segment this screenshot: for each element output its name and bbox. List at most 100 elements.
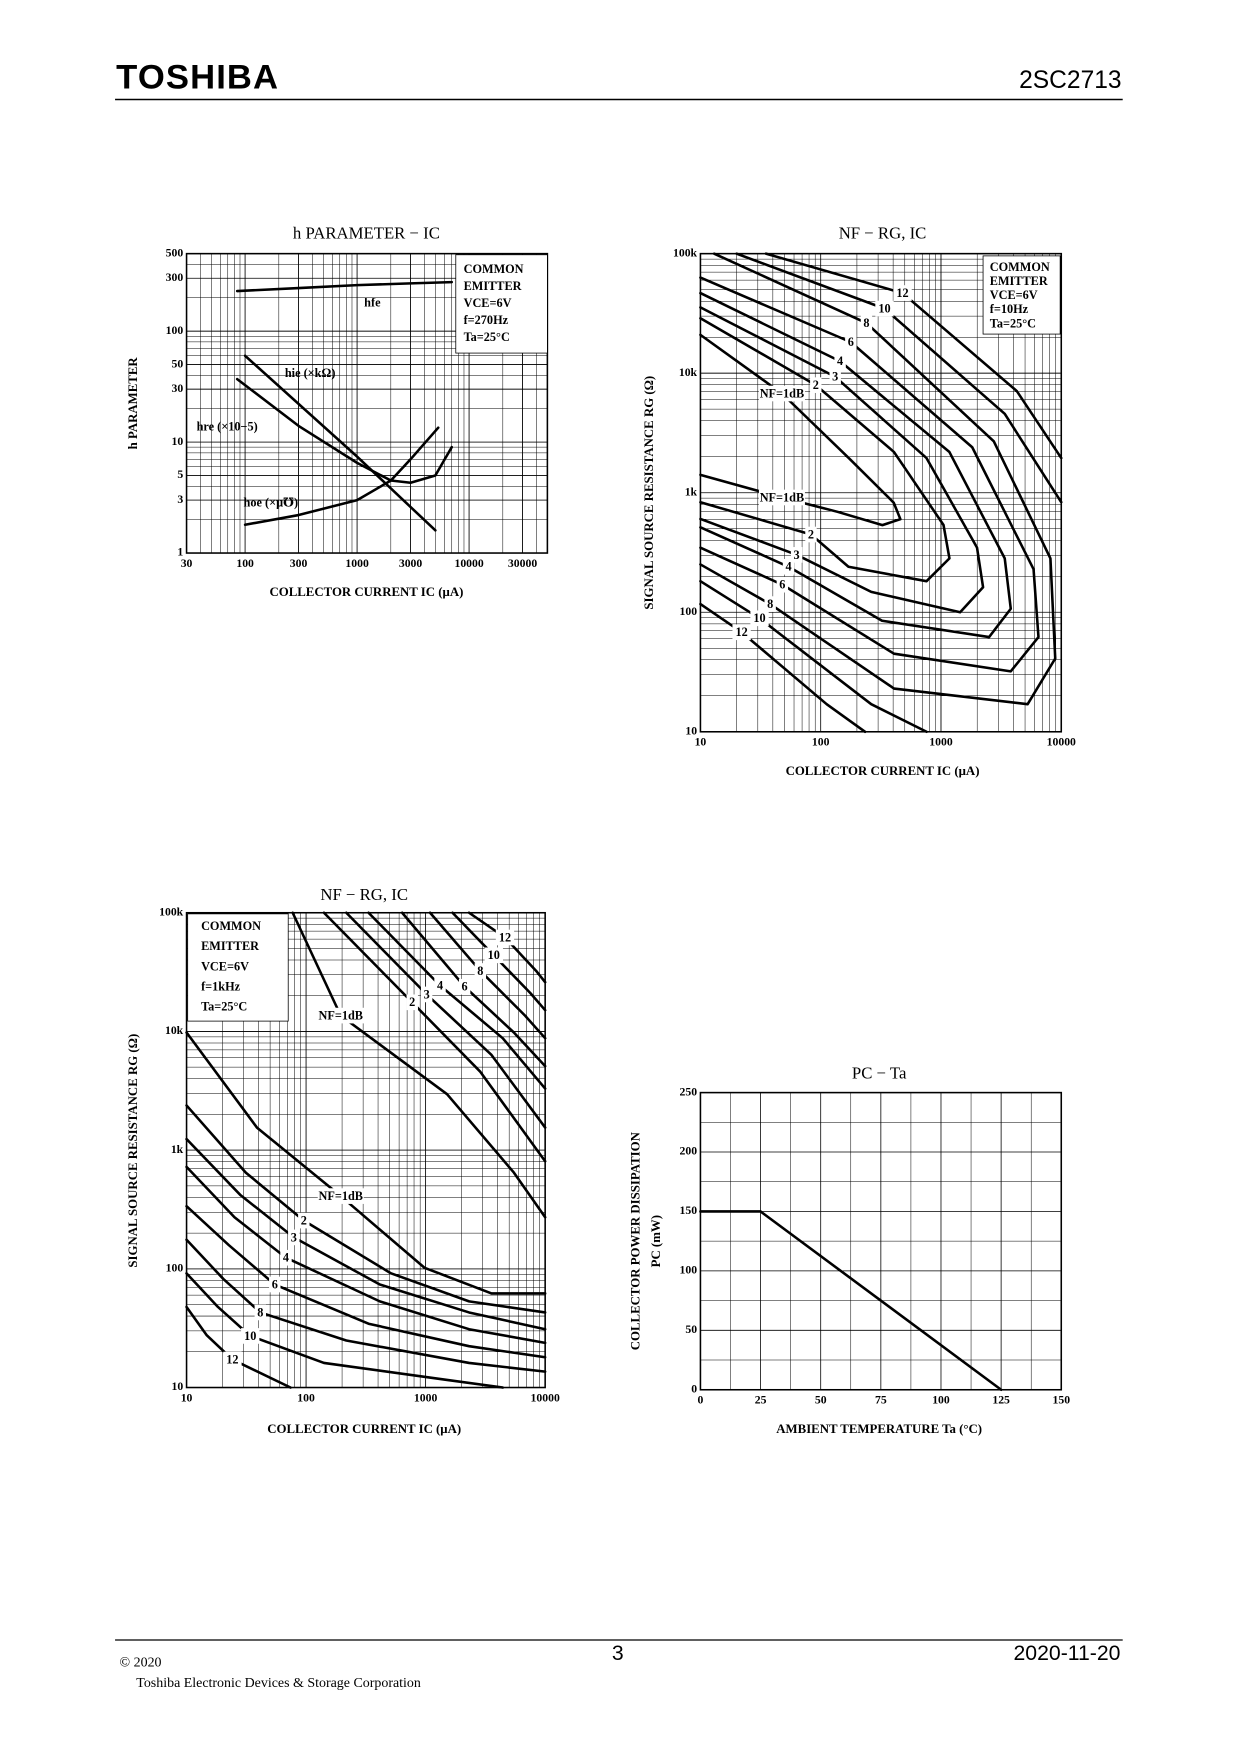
- chart-title: h PARAMETER − IC: [293, 224, 440, 243]
- y-tick-label: 10k: [679, 366, 698, 379]
- x-axis-label: AMBIENT TEMPERATURE Ta (°C): [776, 1422, 982, 1436]
- company-name: Toshiba Electronic Devices & Storage Cor…: [136, 1676, 421, 1691]
- conditions-box: [455, 254, 548, 354]
- x-tick-label: 10: [695, 736, 707, 749]
- x-tick-label: 30: [181, 557, 193, 570]
- curve: [699, 291, 1013, 639]
- y-tick-label: 200: [680, 1145, 698, 1158]
- curve: [243, 426, 440, 527]
- y-tick-label: 10: [171, 435, 183, 448]
- curve: [185, 911, 547, 1345]
- curve-label-background: [758, 385, 805, 402]
- condition-text: EMITTER: [201, 939, 259, 953]
- y-tick-label: 50: [171, 357, 183, 370]
- curve-label-background: [223, 1351, 242, 1368]
- x-tick-label: 150: [1052, 1394, 1070, 1407]
- curve-label: NF=1dB: [319, 1009, 363, 1023]
- y-tick-label: 1k: [171, 1143, 184, 1156]
- curve-label-background: [317, 1188, 364, 1204]
- condition-text: EMITTER: [464, 279, 522, 293]
- conditions-box: [187, 913, 289, 1022]
- y-axis-label: SIGNAL SOURCE RESISTANCE RG (Ω): [126, 1034, 140, 1268]
- curve-label-background: [758, 489, 805, 506]
- curve: [235, 280, 454, 293]
- curve: [243, 354, 437, 532]
- curve-label: 12: [499, 930, 511, 944]
- x-tick-label: 100: [236, 557, 254, 570]
- curve-label: 4: [785, 560, 791, 574]
- x-tick-label: 3000: [399, 557, 423, 570]
- curve-label: 6: [462, 980, 468, 994]
- curve-label-background: [732, 624, 751, 641]
- y-axis-label: PC (mW): [649, 1215, 663, 1267]
- curve-label-background: [406, 994, 418, 1011]
- curve-label: 4: [283, 1251, 289, 1265]
- curve: [185, 911, 547, 1359]
- x-tick-label: 75: [875, 1394, 887, 1407]
- curve-label: 10: [488, 948, 500, 962]
- curve-label: 8: [767, 597, 773, 611]
- curve-label: 12: [896, 286, 908, 300]
- curve-label-background: [269, 1276, 281, 1293]
- curve-label: 6: [848, 335, 854, 349]
- x-tick-label: 100: [932, 1394, 950, 1407]
- x-tick-label: 300: [290, 557, 308, 570]
- x-tick-label: 0: [698, 1394, 704, 1407]
- chart-title: NF − RG, IC: [839, 224, 927, 243]
- curve-label: 3: [794, 548, 800, 562]
- curve-label-background: [434, 977, 446, 994]
- plot-frame: [185, 252, 549, 554]
- curve: [699, 316, 951, 583]
- curve: [699, 276, 1040, 673]
- x-tick-label: 100: [297, 1391, 315, 1404]
- x-tick-label: 1000: [414, 1391, 438, 1404]
- chart-title: NF − RG, IC: [320, 885, 408, 904]
- curve-label: 3: [424, 987, 430, 1001]
- curve-label: 6: [779, 578, 785, 592]
- y-tick-label: 500: [166, 246, 184, 259]
- curve-label: 2: [301, 1214, 307, 1228]
- condition-text: f=270Hz: [464, 313, 509, 327]
- curve-label: NF=1dB: [760, 386, 804, 400]
- y-tick-label: 3: [177, 493, 183, 506]
- y-tick-label: 5: [177, 468, 183, 481]
- x-tick-label: 1000: [929, 736, 953, 749]
- condition-text: Ta=25°C: [464, 330, 510, 344]
- curve-label-background: [764, 596, 776, 612]
- x-axis-label: COLLECTOR CURRENT IC (μA): [269, 585, 463, 599]
- curve-label-background: [280, 1249, 292, 1266]
- curve-label-background: [474, 963, 487, 979]
- y-tick-label: 50: [685, 1323, 697, 1336]
- curve-label: hfe: [364, 296, 381, 310]
- curve: [699, 1210, 1003, 1392]
- x-axis-label: COLLECTOR CURRENT IC (μA): [786, 764, 980, 778]
- y-tick-label: 100: [166, 1262, 184, 1275]
- y-tick-label: 1: [177, 546, 183, 559]
- curve-label-background: [241, 1328, 260, 1344]
- y-tick-label: 100: [680, 605, 698, 618]
- curve-label: 3: [832, 370, 838, 384]
- curve-label: 10: [878, 302, 890, 316]
- brand-logo: TOSHIBA: [116, 59, 279, 97]
- y-tick-label: 100k: [159, 905, 184, 918]
- page-number: 3: [612, 1642, 624, 1665]
- curve-label: 10: [753, 611, 765, 625]
- curve: [185, 911, 547, 1295]
- curve-label: hoe (×μ℧): [244, 496, 299, 510]
- curve-label: 10: [244, 1329, 256, 1343]
- condition-text: VCE=6V: [464, 296, 512, 310]
- y-tick-label: 10: [685, 724, 697, 737]
- curve-label: 2: [409, 995, 415, 1009]
- y-tick-label: 250: [680, 1085, 698, 1098]
- curve-label-background: [875, 300, 894, 317]
- curve: [699, 306, 985, 614]
- part-number: 2SC2713: [1019, 67, 1121, 94]
- curve-label-background: [893, 285, 912, 301]
- condition-text: f=10Hz: [990, 302, 1029, 316]
- y-tick-label: 1k: [685, 485, 698, 498]
- y-tick-label: 10k: [165, 1024, 184, 1037]
- condition-text: COMMON: [990, 260, 1050, 274]
- issue-date: 2020-11-20: [1013, 1642, 1120, 1665]
- y-tick-label: 100k: [673, 246, 698, 259]
- curve-label: 12: [226, 1352, 238, 1366]
